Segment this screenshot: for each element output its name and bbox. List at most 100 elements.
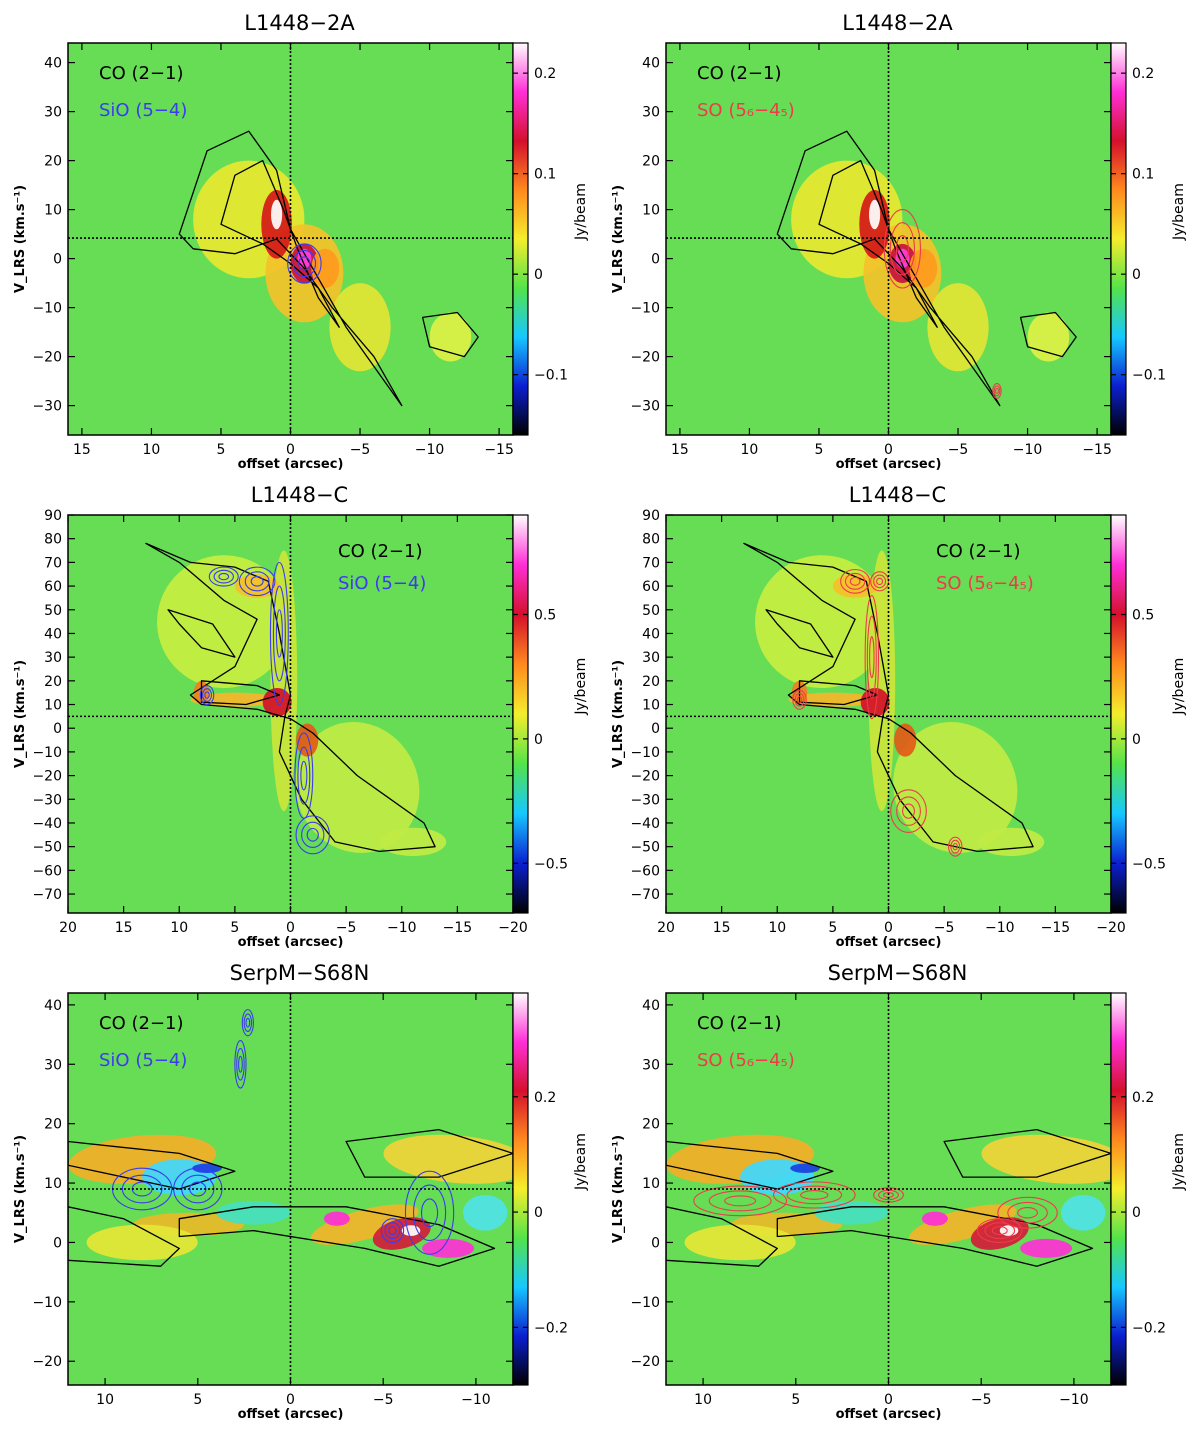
x-tick-label: 15 xyxy=(671,442,689,458)
so-contour xyxy=(786,1185,843,1205)
x-tick-label: 0 xyxy=(884,920,893,936)
so-contour xyxy=(984,1222,1016,1240)
colorbar xyxy=(512,42,529,436)
co-line-label: CO (2−1) xyxy=(936,541,1021,562)
y-tick-label: −60 xyxy=(32,863,62,879)
sio-contour xyxy=(292,249,317,278)
co-line-label: CO (2−1) xyxy=(338,541,423,562)
colorbar-tick-label: −0.1 xyxy=(1132,368,1166,384)
x-tick-label: −10 xyxy=(1013,442,1043,458)
overlay-line-label: SO (5₆−4₅) xyxy=(936,573,1034,594)
emission-blob xyxy=(908,1204,1017,1245)
co-contour xyxy=(743,542,1034,853)
x-tick-label: 5 xyxy=(193,1392,202,1408)
y-tick-label: −20 xyxy=(32,769,62,785)
y-tick-label: 80 xyxy=(642,532,660,548)
y-axis-label: V_LRS (km.s⁻¹) xyxy=(13,185,28,293)
y-tick-label: 20 xyxy=(642,674,660,690)
colorbar-tick-label: 0.1 xyxy=(534,167,556,183)
y-tick-label: 40 xyxy=(642,998,660,1014)
y-tick-label: 30 xyxy=(44,1057,62,1073)
intensity-map xyxy=(666,515,1111,913)
so-contour xyxy=(873,574,887,589)
emission-blob xyxy=(86,1224,198,1261)
panel-title: SerpM−S68N xyxy=(828,961,968,985)
colorbar-tick-label: 0 xyxy=(534,267,543,283)
y-tick-label: −70 xyxy=(630,887,660,903)
x-tick-label: −5 xyxy=(948,442,969,458)
sio-contour xyxy=(250,576,264,587)
sio-contour xyxy=(238,1055,243,1073)
so-contour xyxy=(895,235,909,263)
so-contour xyxy=(952,842,959,851)
overlay-line-label: SiO (5−4) xyxy=(99,100,187,121)
colorbar-tick-label: −0.5 xyxy=(534,856,568,872)
panel-title: L1448−2A xyxy=(842,11,953,35)
y-tick-label: 40 xyxy=(44,998,62,1014)
y-axis-label: V_LRS (km.s⁻¹) xyxy=(13,1135,28,1243)
so-contour xyxy=(950,839,961,854)
x-tick-label: 15 xyxy=(73,442,91,458)
y-tick-label: 20 xyxy=(642,154,660,170)
y-tick-label: −10 xyxy=(630,301,660,317)
x-tick-label: 20 xyxy=(59,920,77,936)
y-tick-label: 0 xyxy=(53,252,62,268)
colorbar-tick-label: 0.2 xyxy=(1132,66,1154,82)
y-tick-label: 10 xyxy=(44,698,62,714)
emission-blob xyxy=(909,248,938,288)
y-tick-label: 50 xyxy=(44,603,62,619)
x-axis-label: offset (arcsec) xyxy=(836,935,942,950)
x-tick-label: −15 xyxy=(1041,920,1071,936)
y-tick-label: −70 xyxy=(32,887,62,903)
so-contour xyxy=(708,1190,772,1212)
x-tick-label: 10 xyxy=(96,1392,114,1408)
sio-contour xyxy=(380,1218,405,1244)
colorbar-tick-label: 0 xyxy=(534,732,543,748)
y-tick-label: −50 xyxy=(630,840,660,856)
sio-contour xyxy=(213,569,234,584)
sio-contour xyxy=(297,746,311,805)
y-tick-label: 40 xyxy=(642,626,660,642)
panel-title: SerpM−S68N xyxy=(230,961,370,985)
sio-contour xyxy=(287,243,322,284)
so-contour xyxy=(1007,1201,1048,1224)
so-contour xyxy=(870,571,890,592)
so-contour xyxy=(724,1195,757,1207)
colorbar-label: Jy/beam xyxy=(573,183,589,241)
x-tick-label: 0 xyxy=(286,442,295,458)
y-axis-label: V_LRS (km.s⁻¹) xyxy=(611,185,626,293)
y-tick-label: −60 xyxy=(630,863,660,879)
y-axis-label: V_LRS (km.s⁻¹) xyxy=(611,660,626,768)
x-tick-label: −15 xyxy=(1082,442,1112,458)
y-tick-label: 10 xyxy=(642,203,660,219)
co-contour xyxy=(220,159,340,328)
co-contour xyxy=(167,609,236,658)
x-tick-label: 5 xyxy=(815,442,824,458)
co-contour xyxy=(68,1140,236,1190)
x-tick-label: 5 xyxy=(217,442,226,458)
overlay-line-label: SiO (5−4) xyxy=(99,1050,187,1071)
x-tick-label: 5 xyxy=(828,920,837,936)
x-tick-label: −5 xyxy=(934,920,955,936)
emission-blob xyxy=(1020,1238,1073,1258)
emission-blob xyxy=(462,1194,508,1231)
colorbar-tick-label: 0 xyxy=(1132,267,1141,283)
so-contour xyxy=(992,382,1002,399)
y-tick-label: 50 xyxy=(642,603,660,619)
colorbar-tick-label: 0.2 xyxy=(534,66,556,82)
y-tick-label: 70 xyxy=(642,555,660,571)
emission-blob xyxy=(422,1238,475,1258)
sio-contour xyxy=(272,585,286,682)
x-tick-label: −5 xyxy=(336,920,357,936)
y-tick-label: 20 xyxy=(642,1117,660,1133)
so-contour xyxy=(902,803,916,819)
y-tick-label: 60 xyxy=(642,579,660,595)
sio-contour xyxy=(294,732,314,819)
so-contour xyxy=(794,692,805,707)
colorbar xyxy=(512,992,529,1386)
emission-blob xyxy=(895,248,910,269)
emission-blob xyxy=(311,248,340,288)
x-tick-label: −20 xyxy=(498,920,528,936)
so-contour xyxy=(796,696,803,704)
